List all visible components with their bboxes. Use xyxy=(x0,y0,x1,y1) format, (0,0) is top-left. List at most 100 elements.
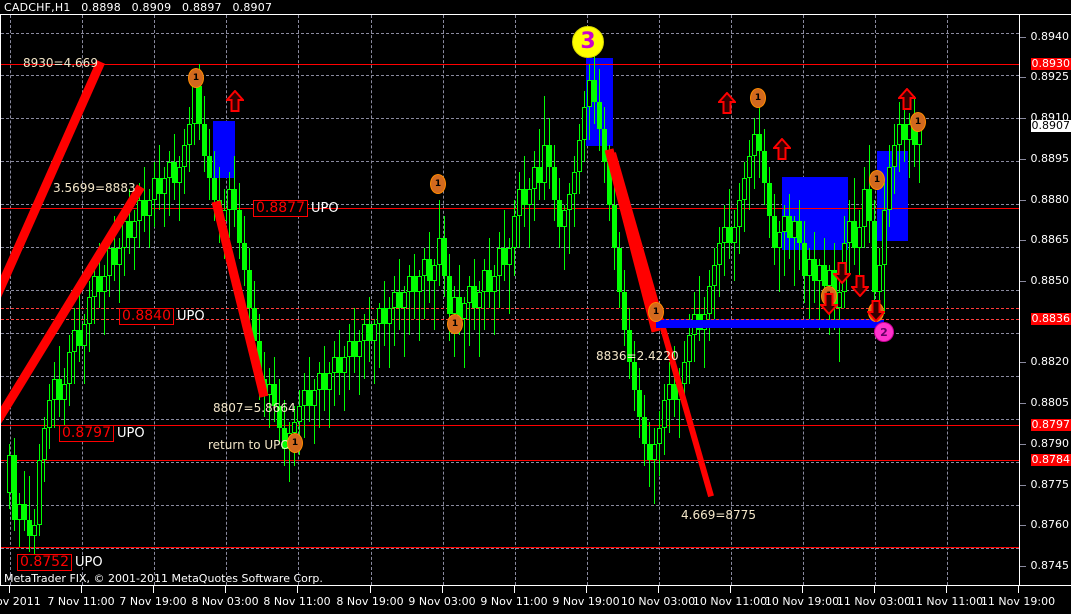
candle-wick xyxy=(319,362,320,428)
candle-body xyxy=(292,422,297,433)
candle-body xyxy=(762,150,767,184)
grid-line-vertical xyxy=(10,15,11,585)
candle-body xyxy=(802,243,807,276)
time-tick xyxy=(514,586,515,593)
chart-marker-number[interactable]: 1 xyxy=(188,68,204,88)
candle-body xyxy=(672,384,677,401)
candle-body xyxy=(82,324,87,347)
candle-body xyxy=(77,329,82,347)
candle-wick xyxy=(389,297,390,368)
chart-marker-number[interactable]: 1 xyxy=(750,88,766,108)
candle-wick xyxy=(729,188,730,260)
chart-marker-number[interactable]: 1 xyxy=(869,170,885,190)
candle-body xyxy=(417,275,422,292)
price-tick xyxy=(1020,36,1026,38)
price-tick xyxy=(1020,281,1026,282)
time-axis[interactable]: 7 Nov 2011 7 Nov 11:00 7 Nov 19:00 8 Nov 03… xyxy=(0,586,1071,614)
arrow-down-icon[interactable] xyxy=(833,262,851,284)
candle-body xyxy=(572,172,577,195)
candle-wick xyxy=(24,471,25,531)
time-axis-label-0: 7 Nov 2011 xyxy=(0,595,41,608)
arrow-up-icon[interactable] xyxy=(898,88,916,110)
arrow-up-icon[interactable] xyxy=(773,138,791,160)
arrow-down-icon[interactable] xyxy=(820,293,838,315)
chart-marker-number[interactable]: 1 xyxy=(430,174,446,194)
candle-wick xyxy=(329,362,330,428)
candle-body xyxy=(377,308,382,325)
candle-body xyxy=(337,357,342,374)
time-axis-label-5: 8 Nov 19:00 xyxy=(336,595,404,608)
candle-wick xyxy=(164,167,165,227)
candle-wick xyxy=(479,281,480,357)
candle-body xyxy=(462,302,467,319)
horizontal-price-line xyxy=(1,319,1019,320)
arrow-down-icon[interactable] xyxy=(851,275,869,297)
horizontal-price-line xyxy=(1,207,1019,209)
candle-body xyxy=(567,194,572,211)
candle-wick xyxy=(169,150,170,216)
chart-marker-number[interactable]: 1 xyxy=(910,112,926,132)
chart-plot-area[interactable]: 8930=4.669 3.5699=8883 8807=5.8664 return t… xyxy=(0,14,1020,586)
candle-body xyxy=(157,177,162,195)
grid-line-vertical xyxy=(947,15,948,585)
chart-annotation-1: 3.5699=8883 xyxy=(53,181,136,195)
candle-wick xyxy=(734,210,735,281)
candle-wick xyxy=(79,286,80,363)
price-axis-label-1: 0.8930 xyxy=(1030,56,1071,70)
chart-marker-number[interactable]: 1 xyxy=(648,302,664,322)
grid-line-horizontal xyxy=(1,247,1019,248)
candle-body xyxy=(137,199,142,222)
price-axis-label-12: 0.8797 xyxy=(1030,417,1071,431)
chart-marker-number[interactable]: 1 xyxy=(447,314,463,334)
upo-tag-0: UPO xyxy=(311,201,339,216)
candle-body xyxy=(857,226,862,249)
arrow-up-icon[interactable] xyxy=(226,90,244,112)
time-axis-label-4: 8 Nov 11:00 xyxy=(263,595,331,608)
candle-body xyxy=(647,443,652,461)
time-axis-label-12: 11 Nov 03:00 xyxy=(836,595,912,608)
candle-body xyxy=(542,145,547,184)
candle-wick xyxy=(29,476,30,553)
candle-body xyxy=(527,188,532,205)
candle-body xyxy=(187,123,192,146)
candle-body xyxy=(747,156,752,178)
candle-body xyxy=(907,123,912,140)
candle-wick xyxy=(569,183,570,254)
candle-wick xyxy=(859,210,860,292)
candle-wick xyxy=(784,205,785,276)
chart-marker-number[interactable]: 1 xyxy=(287,433,303,453)
candle-body xyxy=(577,139,582,173)
price-level-box-0: 0.8877 xyxy=(253,200,308,217)
candle-wick xyxy=(129,188,130,254)
candle-body xyxy=(882,210,887,265)
candle-body xyxy=(167,161,172,178)
upo-tag-1: UPO xyxy=(177,309,205,324)
candle-wick xyxy=(134,210,135,271)
chart-marker-number[interactable]: 3 xyxy=(572,26,604,58)
candle-body xyxy=(502,248,507,265)
grid-line-vertical xyxy=(154,15,155,585)
grid-line-vertical xyxy=(803,15,804,585)
candle-body xyxy=(897,123,902,146)
candle-wick xyxy=(854,177,855,265)
time-tick xyxy=(442,586,443,593)
candle-body xyxy=(402,291,407,309)
candle-wick xyxy=(359,329,360,395)
candle-body xyxy=(887,167,892,211)
grid-line-horizontal xyxy=(1,333,1019,334)
price-axis-label-4: 0.8907 xyxy=(1030,119,1071,133)
price-axis-label-6: 0.8880 xyxy=(1030,192,1070,206)
price-axis[interactable]: 0.8940 0.8930 0.8925 0.8910 0.8907 0.8895 0.88… xyxy=(1020,14,1071,586)
candle-body xyxy=(22,503,27,520)
candle-body xyxy=(612,205,617,249)
time-tick xyxy=(946,586,947,593)
time-tick xyxy=(153,586,154,593)
candle-body xyxy=(352,340,357,357)
time-tick xyxy=(81,586,82,593)
candle-body xyxy=(797,221,802,243)
arrow-up-icon[interactable] xyxy=(718,92,736,114)
candle-wick xyxy=(699,275,700,341)
candle-body xyxy=(627,329,632,363)
arrow-down-icon[interactable] xyxy=(867,300,885,322)
chart-marker-number[interactable]: 2 xyxy=(874,322,894,342)
